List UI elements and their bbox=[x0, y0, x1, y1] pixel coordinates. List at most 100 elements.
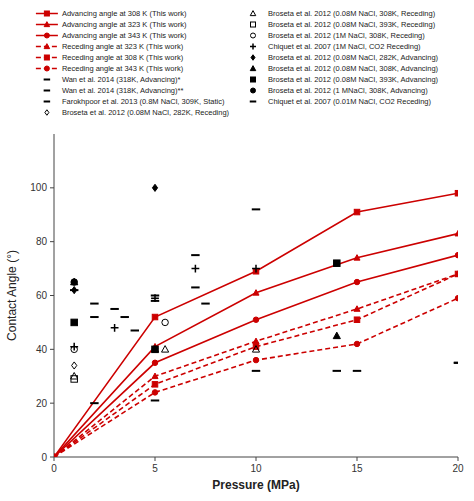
marker bbox=[71, 319, 78, 326]
marker bbox=[44, 11, 49, 16]
series bbox=[54, 252, 458, 457]
y-tick-label: 40 bbox=[36, 344, 48, 355]
series bbox=[54, 271, 458, 457]
legend-item bbox=[251, 88, 256, 93]
series bbox=[71, 319, 168, 352]
series bbox=[71, 376, 78, 383]
marker bbox=[120, 316, 128, 318]
y-axis-label: Contact Angle (°) bbox=[5, 250, 19, 341]
marker bbox=[252, 346, 259, 353]
marker bbox=[72, 362, 77, 369]
marker bbox=[251, 33, 256, 38]
marker bbox=[201, 303, 209, 305]
legend-item bbox=[36, 11, 58, 16]
marker bbox=[152, 382, 158, 388]
axes: 05101520020406080100 bbox=[30, 134, 464, 474]
marker bbox=[162, 346, 169, 353]
marker bbox=[152, 314, 158, 320]
marker bbox=[251, 88, 256, 93]
marker bbox=[152, 390, 158, 396]
legend-item bbox=[250, 66, 256, 71]
marker bbox=[250, 44, 256, 50]
legend-label: Broseta et al. 2012 (0.08M NaCl, 282K, R… bbox=[62, 108, 230, 117]
legend-item bbox=[36, 66, 58, 71]
series-line bbox=[54, 298, 458, 457]
plot-data bbox=[54, 184, 458, 457]
legend: Advancing angle at 308 K (This work) Adva… bbox=[36, 9, 439, 117]
legend-item bbox=[251, 77, 256, 82]
marker bbox=[71, 279, 78, 286]
marker bbox=[111, 324, 119, 332]
y-tick bbox=[50, 241, 54, 242]
series bbox=[72, 362, 77, 369]
legend-item bbox=[45, 110, 49, 116]
marker bbox=[54, 454, 57, 457]
legend-label: Receding angle at 308 K (This work) bbox=[62, 53, 184, 62]
legend-label: Wan et al. 2014 (318K, Advancing)* bbox=[62, 75, 181, 84]
marker bbox=[54, 454, 57, 457]
marker bbox=[455, 230, 458, 236]
series-line bbox=[54, 255, 458, 457]
legend-label: Chiquet et al. 2007 (0.01M NaCl, CO2 Rec… bbox=[268, 97, 432, 106]
marker bbox=[454, 362, 458, 364]
marker bbox=[110, 308, 118, 310]
x-tick-label: 20 bbox=[452, 463, 464, 474]
legend-label: Broseta et al. 2012 (1M NaCl, 308K, Rece… bbox=[268, 31, 425, 40]
x-tick bbox=[458, 457, 459, 461]
series bbox=[90, 304, 210, 331]
x-tick-label: 5 bbox=[152, 463, 158, 474]
legend-item bbox=[44, 90, 51, 91]
marker bbox=[253, 317, 259, 323]
y-tick bbox=[50, 349, 54, 350]
y-tick-label: 0 bbox=[41, 452, 47, 463]
series bbox=[70, 209, 458, 371]
marker bbox=[250, 66, 256, 71]
marker bbox=[251, 77, 256, 82]
chart: Advancing angle at 308 K (This work) Adva… bbox=[0, 0, 474, 501]
legend-label: Farokhpoor et al. 2013 (0.8M NaCl, 309K,… bbox=[62, 97, 225, 106]
marker bbox=[354, 317, 360, 323]
marker bbox=[44, 55, 49, 60]
x-tick-label: 15 bbox=[351, 463, 363, 474]
series bbox=[54, 295, 458, 457]
series-line bbox=[54, 193, 458, 457]
legend-label: Advancing angle at 323 K (This work) bbox=[62, 20, 187, 29]
y-tick-label: 80 bbox=[36, 236, 48, 247]
x-tick-label: 10 bbox=[250, 463, 262, 474]
y-tick bbox=[50, 403, 54, 404]
marker bbox=[45, 110, 49, 116]
marker bbox=[252, 265, 260, 273]
series bbox=[71, 260, 340, 353]
series-line bbox=[54, 274, 458, 457]
marker bbox=[354, 255, 360, 261]
marker bbox=[44, 44, 50, 49]
marker bbox=[44, 33, 49, 38]
series bbox=[71, 279, 78, 286]
marker bbox=[152, 360, 158, 366]
marker bbox=[333, 370, 341, 372]
marker bbox=[162, 319, 169, 326]
marker bbox=[90, 316, 98, 318]
background bbox=[0, 0, 474, 501]
legend-label: Broseta et al. 2012 (0.08M NaCl, 393K, R… bbox=[268, 20, 436, 29]
legend-item bbox=[36, 33, 58, 38]
marker bbox=[70, 343, 78, 351]
marker bbox=[44, 66, 49, 71]
marker bbox=[72, 287, 77, 294]
legend-item bbox=[36, 44, 58, 49]
marker bbox=[151, 399, 159, 401]
marker bbox=[71, 376, 78, 383]
marker bbox=[152, 346, 159, 353]
series bbox=[71, 278, 341, 352]
legend-label: Advancing angle at 308 K (This work) bbox=[62, 9, 187, 18]
legend-item bbox=[251, 33, 256, 38]
marker bbox=[455, 271, 458, 277]
legend-label: Chiquet et al. 2007 (1M NaCl, CO2 Recedi… bbox=[268, 42, 421, 51]
series bbox=[54, 271, 458, 457]
legend-label: Receding angle at 323 K (This work) bbox=[62, 42, 184, 51]
marker bbox=[44, 90, 51, 92]
marker bbox=[334, 260, 341, 267]
marker bbox=[250, 101, 257, 103]
marker bbox=[131, 329, 139, 331]
x-tick bbox=[357, 457, 358, 461]
